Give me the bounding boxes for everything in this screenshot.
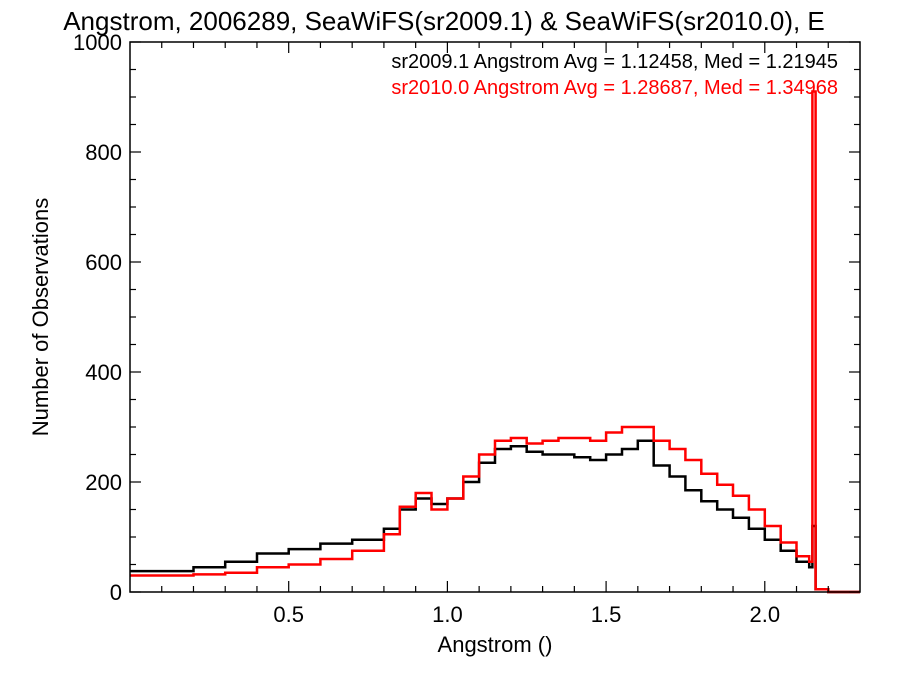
y-tick-label: 600 (85, 250, 122, 275)
x-tick-label: 0.5 (273, 602, 304, 627)
x-tick-label: 1.5 (591, 602, 622, 627)
x-tick-label: 1.0 (432, 602, 463, 627)
ticks-layer (130, 41, 860, 593)
y-tick-label: 1000 (73, 30, 122, 55)
y-tick-label: 400 (85, 360, 122, 385)
series-line-sr2010-0 (130, 90, 860, 594)
y-tick-label: 200 (85, 470, 122, 495)
x-tick-label: 2.0 (749, 602, 780, 627)
x-axis-label: Angstrom () (438, 632, 553, 657)
y-tick-label: 0 (110, 580, 122, 605)
legend: sr2009.1 Angstrom Avg = 1.12458, Med = 1… (391, 51, 838, 99)
y-tick-label: 800 (85, 140, 122, 165)
series-layer (130, 90, 860, 594)
legend-entry-sr2010: sr2010.0 Angstrom Avg = 1.28687, Med = 1… (391, 77, 838, 99)
series-line-sr2009-1 (130, 439, 860, 594)
tick-labels-layer: 0.5 1.0 1.5 2.0 0 200 400 600 800 1000 (73, 30, 780, 627)
legend-entry-sr2009: sr2009.1 Angstrom Avg = 1.12458, Med = 1… (391, 51, 838, 73)
y-axis-label: Number of Observations (28, 198, 53, 436)
chart-title: Angstrom, 2006289, SeaWiFS(sr2009.1) & S… (63, 6, 825, 36)
